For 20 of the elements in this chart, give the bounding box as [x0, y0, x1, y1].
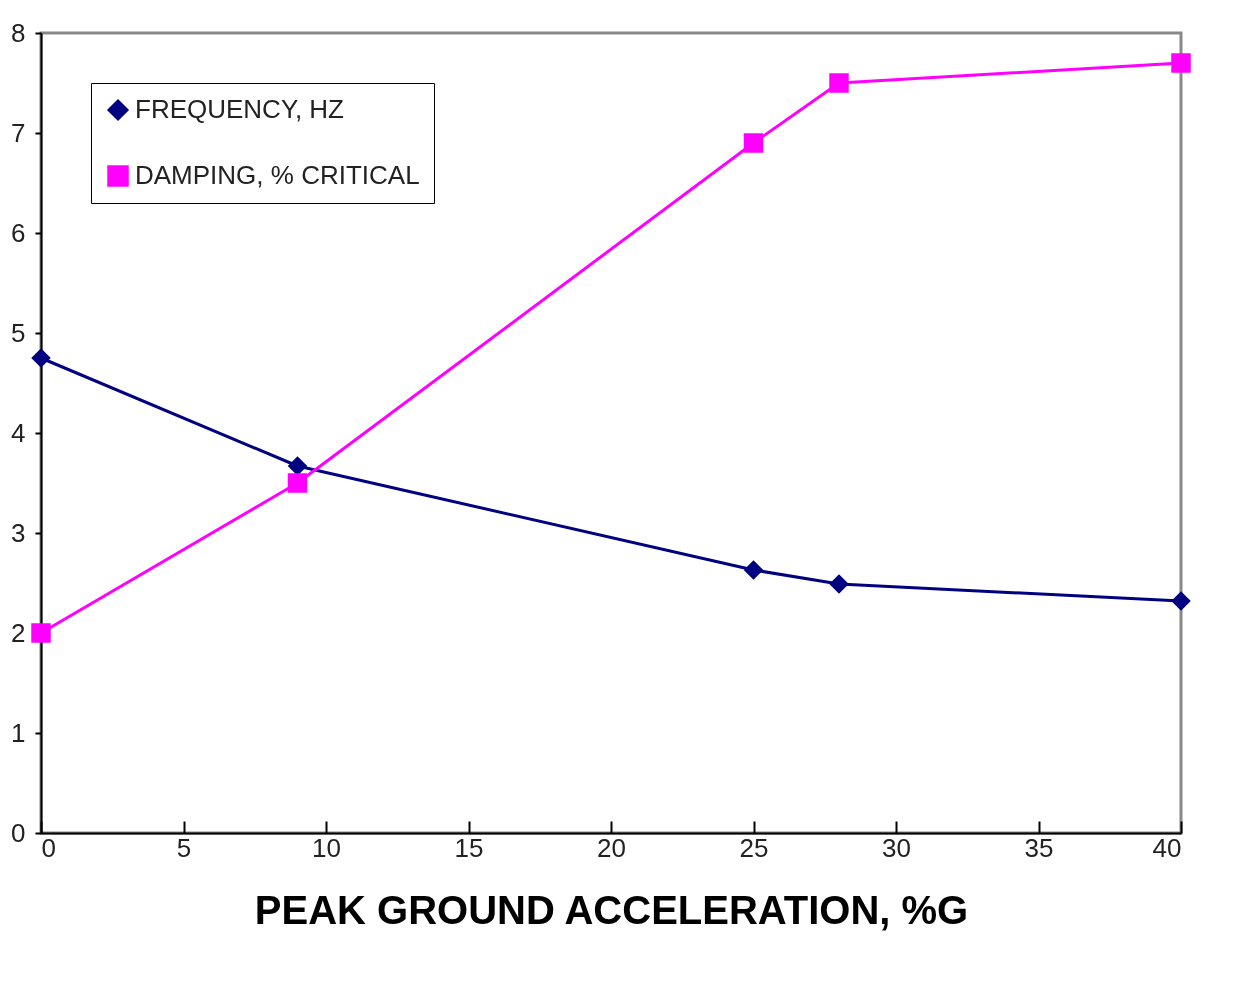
x-tick-label: 35: [1024, 832, 1054, 863]
x-tick-label: 30: [882, 832, 911, 863]
y-tick-label: 6: [11, 217, 26, 248]
y-tick-label: 5: [11, 317, 26, 348]
y-tick-label: 1: [11, 717, 26, 748]
x-tick-label: 0: [41, 832, 56, 863]
x-tick-label: 40: [1152, 832, 1182, 863]
y-tick-label: 8: [11, 17, 26, 48]
y-tick-label: 3: [11, 517, 26, 548]
x-tick-label: 5: [176, 832, 192, 863]
legend-label: FREQUENCY, HZ: [135, 94, 345, 124]
x-tick-label: 20: [597, 832, 626, 863]
x-axis-title: PEAK GROUND ACCELERATION, %G: [254, 887, 969, 932]
y-tick-label: 2: [11, 617, 26, 648]
legend-label: DAMPING, % CRITICAL: [135, 160, 420, 190]
y-tick-label: 7: [11, 117, 26, 148]
x-tick-label: 10: [312, 832, 341, 863]
x-tick-label: 15: [454, 832, 484, 863]
y-tick-label: 4: [11, 417, 26, 448]
x-tick-label: 25: [739, 832, 769, 863]
